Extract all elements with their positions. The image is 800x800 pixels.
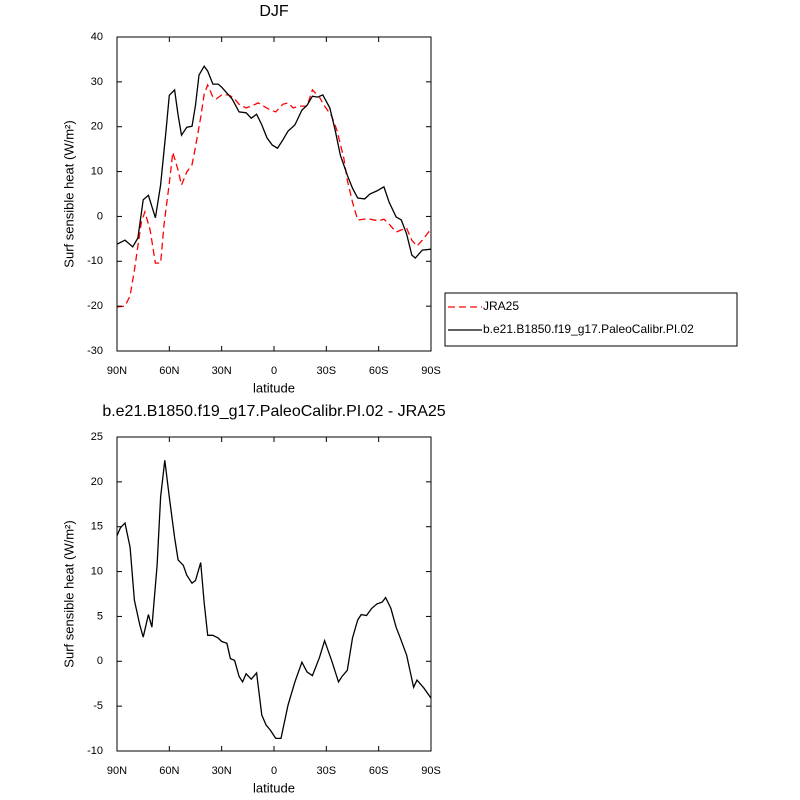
y-tick-label: 0 bbox=[97, 655, 103, 667]
x-tick-label: 0 bbox=[271, 365, 277, 377]
data-line bbox=[116, 83, 432, 308]
x-tick-label: 60S bbox=[369, 365, 389, 377]
legend-label: JRA25 bbox=[483, 299, 519, 313]
plot-frame bbox=[116, 436, 432, 752]
legend-box bbox=[444, 292, 738, 347]
y-tick-label: 10 bbox=[91, 565, 103, 577]
y-tick-label: -20 bbox=[87, 300, 103, 312]
x-axis-label: latitude bbox=[253, 380, 295, 395]
data-line bbox=[116, 460, 432, 740]
x-tick-label: 60N bbox=[159, 765, 179, 777]
y-tick-label: 20 bbox=[91, 476, 103, 488]
y-tick-label: -30 bbox=[87, 345, 103, 357]
chart-title: DJF bbox=[259, 3, 289, 20]
x-tick-label: 30N bbox=[212, 365, 232, 377]
x-tick-label: 0 bbox=[271, 765, 277, 777]
y-tick-label: 40 bbox=[91, 31, 103, 43]
y-tick-label: 0 bbox=[97, 210, 103, 222]
legend-label: b.e21.B1850.f19_g17.PaleoCalibr.PI.02 bbox=[483, 322, 694, 336]
y-axis-label: Surf sensible heat (W/m²) bbox=[61, 520, 76, 667]
y-tick-label: 5 bbox=[97, 610, 103, 622]
x-tick-label: 90N bbox=[107, 765, 127, 777]
y-tick-label: 25 bbox=[91, 431, 103, 443]
x-tick-label: 30S bbox=[317, 765, 337, 777]
y-tick-label: -5 bbox=[93, 700, 103, 712]
x-tick-label: 90S bbox=[421, 365, 441, 377]
x-tick-label: 90N bbox=[107, 365, 127, 377]
y-axis-label: Surf sensible heat (W/m²) bbox=[61, 120, 76, 267]
y-tick-label: -10 bbox=[87, 255, 103, 267]
x-tick-label: 60S bbox=[369, 765, 389, 777]
chart-title: b.e21.B1850.f19_g17.PaleoCalibr.PI.02 - … bbox=[102, 403, 445, 420]
x-axis-label: latitude bbox=[253, 780, 295, 795]
data-line bbox=[116, 65, 432, 260]
y-tick-label: 15 bbox=[91, 521, 103, 533]
y-tick-label: -10 bbox=[87, 745, 103, 757]
x-tick-label: 30N bbox=[212, 765, 232, 777]
x-tick-label: 90S bbox=[421, 765, 441, 777]
y-tick-label: 10 bbox=[91, 165, 103, 177]
plot-frame bbox=[116, 36, 432, 352]
y-tick-label: 20 bbox=[91, 121, 103, 133]
y-tick-label: 30 bbox=[91, 76, 103, 88]
x-tick-label: 60N bbox=[159, 365, 179, 377]
x-tick-label: 30S bbox=[317, 365, 337, 377]
